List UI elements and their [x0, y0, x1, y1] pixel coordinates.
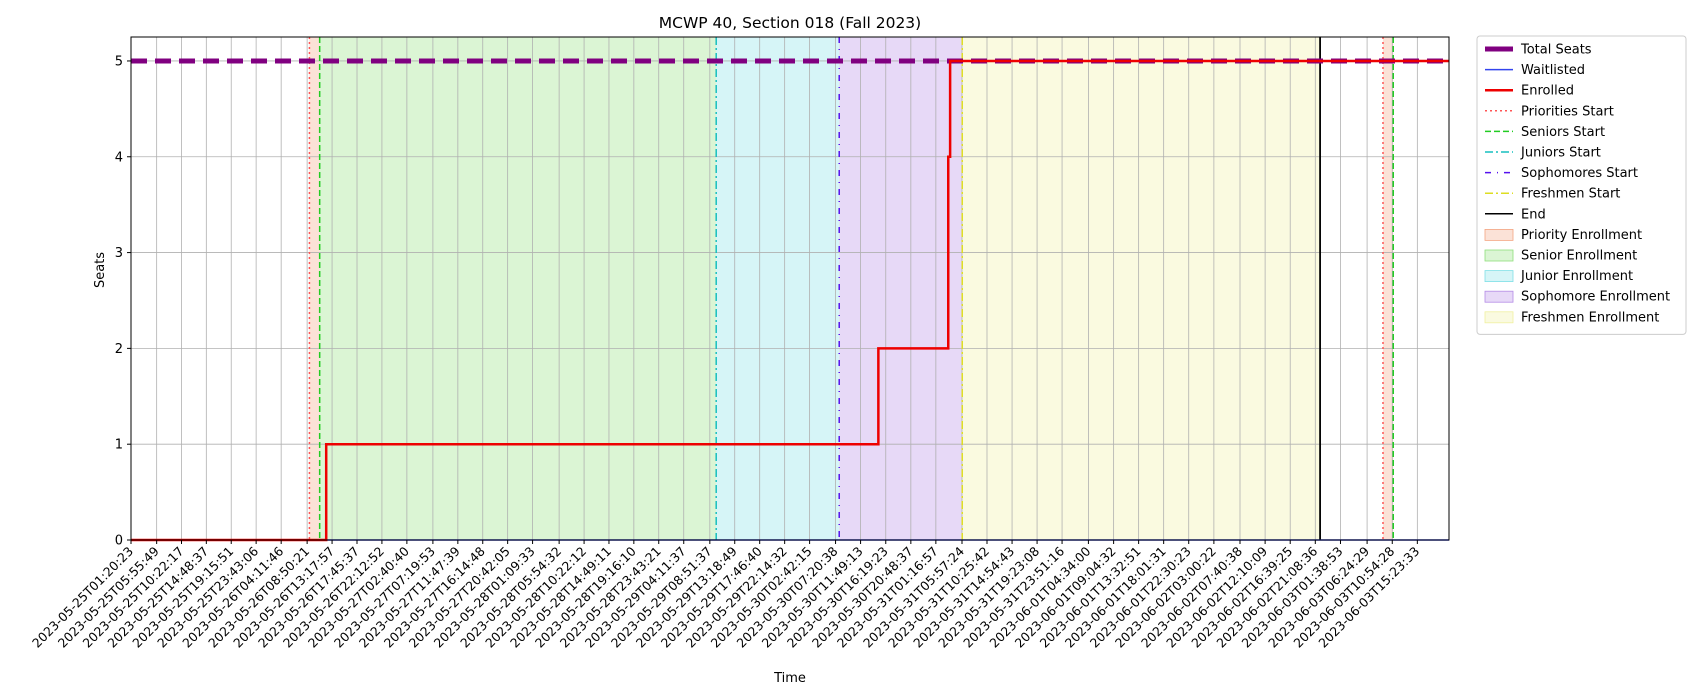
- legend-label-seniors-start: Seniors Start: [1521, 125, 1605, 140]
- series-enrolled: [131, 59, 1449, 542]
- x-axis-label: Time: [773, 671, 806, 686]
- legend-label-sophomore-enrollment: Sophomore Enrollment: [1521, 290, 1670, 305]
- plot-frame: [130, 36, 1450, 541]
- chart-title: MCWP 40, Section 018 (Fall 2023): [659, 14, 921, 32]
- legend-label-juniors-start: Juniors Start: [1520, 146, 1601, 161]
- y-tick-label-2: 2: [115, 342, 123, 357]
- region-senior-enrollment-1: [319, 37, 717, 540]
- legend-box: [1476, 35, 1687, 335]
- x-axis-ticks: 2023-05-25T01:20:232023-05-25T05:55:4920…: [29, 540, 1422, 651]
- region-priority-enrollment-0: [309, 37, 320, 540]
- y-axis-label: Seats: [93, 252, 108, 288]
- region-priority-enrollment-5: [1382, 37, 1394, 540]
- y-tick-label-5: 5: [115, 54, 123, 69]
- y-tick-label-1: 1: [115, 438, 123, 453]
- legend-label-freshmen-start: Freshmen Start: [1521, 187, 1620, 202]
- region-sophomore-enrollment-3: [839, 37, 963, 540]
- legend-swatch-senior-enrollment: [1484, 249, 1514, 262]
- legend-label-priorities-start: Priorities Start: [1521, 104, 1614, 119]
- y-tick-label-4: 4: [115, 150, 123, 165]
- legend-label-enrolled: Enrolled: [1521, 84, 1574, 99]
- enrollment-regions: [309, 37, 1394, 540]
- legend-swatch-priority-enrollment: [1484, 228, 1514, 241]
- legend-label-junior-enrollment: Junior Enrollment: [1520, 269, 1633, 284]
- legend-label-freshmen-enrollment: Freshmen Enrollment: [1521, 310, 1659, 325]
- legend-label-sophomores-start: Sophomores Start: [1521, 166, 1638, 181]
- legend-label-waitlisted: Waitlisted: [1521, 63, 1585, 78]
- legend-label-senior-enrollment: Senior Enrollment: [1521, 249, 1637, 264]
- legend-label-end: End: [1521, 207, 1546, 222]
- legend-label-priority-enrollment: Priority Enrollment: [1521, 228, 1642, 243]
- phase-start-lines: [308, 37, 1394, 540]
- legend-label-total-seats: Total Seats: [1520, 43, 1592, 58]
- y-tick-label-0: 0: [115, 534, 123, 549]
- legend: Total Seats Waitlisted Enrolled Priorities …: [1476, 35, 1687, 335]
- legend-swatch-junior-enrollment: [1484, 270, 1514, 283]
- y-axis-ticks: 0 1 2 3 4 5: [115, 54, 131, 549]
- region-junior-enrollment-2: [716, 37, 840, 540]
- y-tick-label-3: 3: [115, 246, 123, 261]
- region-freshmen-enrollment-4: [962, 37, 1321, 540]
- legend-swatch-sophomore-enrollment: [1484, 290, 1514, 303]
- legend-swatch-freshmen-enrollment: [1484, 311, 1514, 324]
